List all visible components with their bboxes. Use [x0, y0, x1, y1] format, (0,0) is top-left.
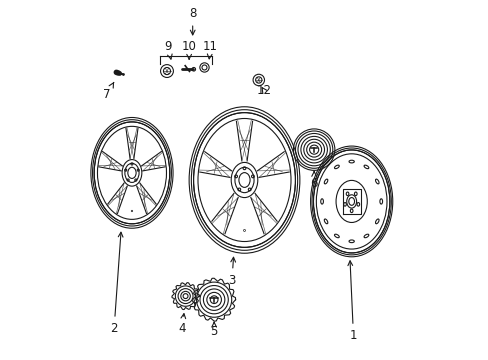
Ellipse shape: [313, 150, 389, 253]
Text: 4: 4: [178, 314, 185, 335]
Text: 12: 12: [256, 84, 271, 97]
Text: 2: 2: [110, 232, 123, 335]
Text: 9: 9: [163, 40, 172, 59]
Text: 11: 11: [203, 40, 218, 59]
Text: 1: 1: [347, 261, 356, 342]
Ellipse shape: [94, 122, 169, 224]
Text: 10: 10: [182, 40, 196, 59]
Text: 6: 6: [310, 171, 317, 190]
Text: 3: 3: [228, 257, 235, 287]
Text: 5: 5: [210, 322, 217, 338]
Text: 7: 7: [103, 82, 114, 101]
Text: 8: 8: [189, 8, 196, 35]
Ellipse shape: [193, 113, 295, 247]
